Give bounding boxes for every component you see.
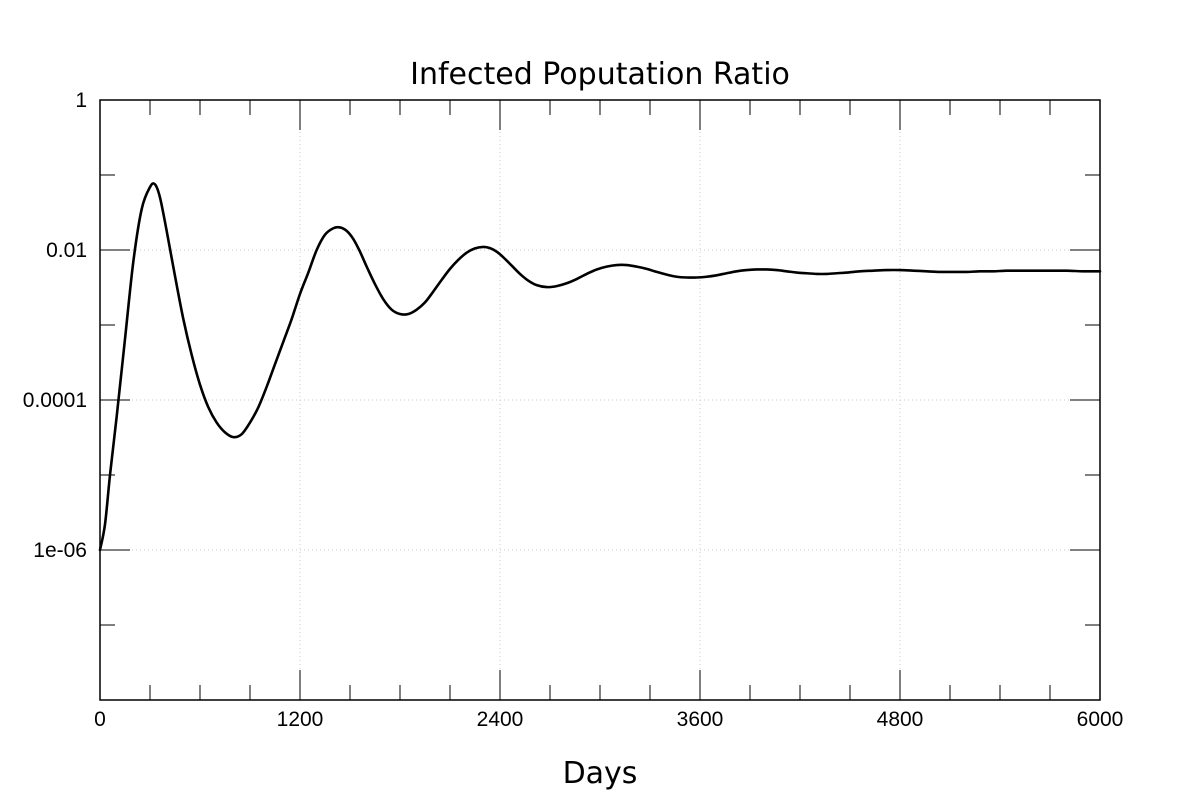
y-tick-label: 1: [75, 89, 87, 112]
y-tick-label: 0.01: [46, 239, 87, 262]
plot-frame: [99, 99, 1101, 701]
chart-title: Infected Poputation Ratio: [410, 57, 790, 92]
x-tick-label: 4800: [877, 708, 924, 731]
series-layer: [98, 182, 1102, 552]
x-tick-label: 1200: [277, 708, 324, 731]
series-line: [98, 182, 1102, 552]
x-tick-label: 6000: [1077, 708, 1124, 731]
x-axis-label: Days: [563, 756, 638, 791]
y-tick-label: 0.0001: [23, 389, 87, 412]
x-tick-label: 3600: [677, 708, 724, 731]
x-tick-label: 0: [94, 708, 106, 731]
y-tick-label: 1e-06: [33, 539, 87, 562]
grid-layer: [100, 100, 1100, 700]
tick-label-layer: 0 1200 2400 3600 4800 6000 1 0.01 0.0001 1e-06: [23, 89, 1124, 731]
x-tick-label: 2400: [477, 708, 524, 731]
